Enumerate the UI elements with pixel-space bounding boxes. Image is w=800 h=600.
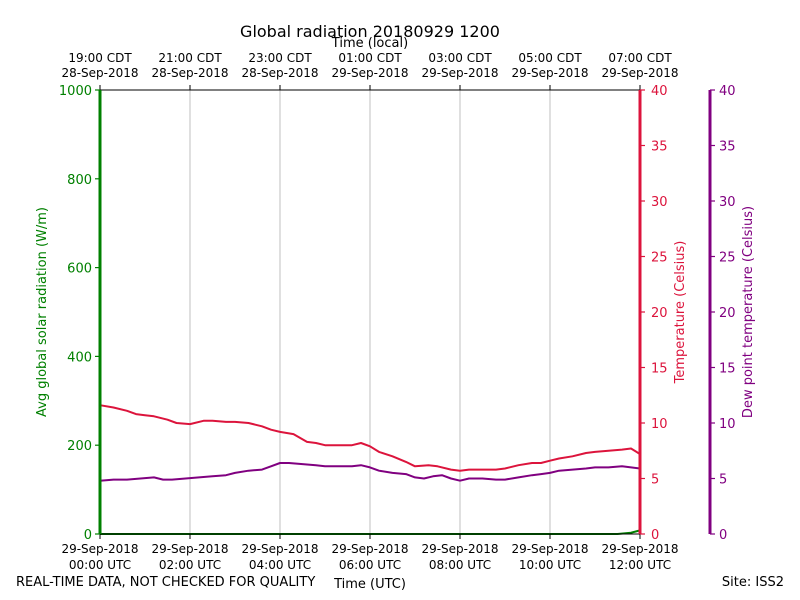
x-tick-time-label: 06:00 UTC [339,558,401,572]
dewpoint-tick-label: 35 [719,140,736,155]
temperature-tick-label: 15 [651,362,668,377]
x-tick-date-label: 29-Sep-2018 [421,542,498,556]
top-tick-time-label: 23:00 CDT [248,51,312,65]
x-tick-time-label: 10:00 UTC [519,558,581,572]
chart-title: Global radiation 20180929 1200 [240,22,500,41]
dewpoint-tick-label: 15 [719,362,736,377]
radiation-tick-label: 200 [67,439,92,454]
dewpoint-tick-label: 0 [719,528,727,543]
x-tick-time-label: 04:00 UTC [249,558,311,572]
x-tick-date-label: 29-Sep-2018 [61,542,138,556]
dewpoint-series-line [99,462,641,482]
top-tick-date-label: 29-Sep-2018 [601,66,678,80]
x-axis-label: Time (UTC) [333,577,406,592]
x-tick-date-label: 29-Sep-2018 [331,542,408,556]
x-tick-date-label: 29-Sep-2018 [511,542,588,556]
top-tick-date-label: 29-Sep-2018 [331,66,408,80]
top-tick-date-label: 28-Sep-2018 [151,66,228,80]
temperature-tick-label: 5 [651,473,659,488]
temperature-tick-label: 0 [651,528,659,543]
top-tick-date-label: 28-Sep-2018 [241,66,318,80]
temperature-tick-label: 40 [651,84,668,99]
temperature-tick-label: 25 [651,251,668,266]
quality-disclaimer: REAL-TIME DATA, NOT CHECKED FOR QUALITY [16,575,316,590]
dewpoint-tick-label: 40 [719,84,736,99]
x-tick-date-label: 29-Sep-2018 [151,542,228,556]
x-tick-date-label: 29-Sep-2018 [241,542,318,556]
x-tick-time-label: 02:00 UTC [159,558,221,572]
top-tick-time-label: 05:00 CDT [518,51,582,65]
radiation-tick-label: 800 [67,173,92,188]
top-tick-date-label: 29-Sep-2018 [511,66,588,80]
x-tick-date-label: 29-Sep-2018 [601,542,678,556]
top-tick-time-label: 07:00 CDT [608,51,672,65]
top-tick-date-label: 29-Sep-2018 [421,66,498,80]
radiation-axis-label: Avg global solar radiation (W/m) [35,207,50,417]
top-axis-label: Time (local) [331,36,408,51]
axis-labels: Global radiation 20180929 1200 Time (loc… [35,22,756,592]
x-tick-time-label: 08:00 UTC [429,558,491,572]
temperature-tick-label: 35 [651,140,668,155]
top-tick-time-label: 01:00 CDT [338,51,402,65]
dewpoint-tick-label: 25 [719,251,736,266]
radiation-tick-label: 0 [84,528,92,543]
temperature-tick-label: 10 [651,417,668,432]
dewpoint-axis-label: Dew point temperature (Celsius) [741,206,756,418]
grid [189,90,551,534]
radiation-tick-label: 400 [67,350,92,365]
top-tick-time-label: 21:00 CDT [158,51,222,65]
top-tick-date-label: 28-Sep-2018 [61,66,138,80]
top-tick-time-label: 03:00 CDT [428,51,492,65]
top-tick-time-label: 19:00 CDT [68,51,132,65]
site-label: Site: ISS2 [721,575,784,590]
x-tick-time-label: 12:00 UTC [609,558,671,572]
radiation-tick-label: 600 [67,262,92,277]
dewpoint-tick-label: 10 [719,417,736,432]
axes: 29-Sep-2018 00:00 UTC 29-Sep-2018 02:00 UTC… [59,51,736,572]
temperature-axis-label: Temperature (Celsius) [673,241,688,385]
temperature-tick-label: 20 [651,306,668,321]
radiation-tick-label: 1000 [59,84,92,99]
dewpoint-tick-label: 20 [719,306,736,321]
temperature-series-line [99,404,641,472]
dewpoint-tick-label: 5 [719,473,727,488]
x-tick-time-label: 00:00 UTC [69,558,131,572]
temperature-tick-label: 30 [651,195,668,210]
dewpoint-tick-label: 30 [719,195,736,210]
